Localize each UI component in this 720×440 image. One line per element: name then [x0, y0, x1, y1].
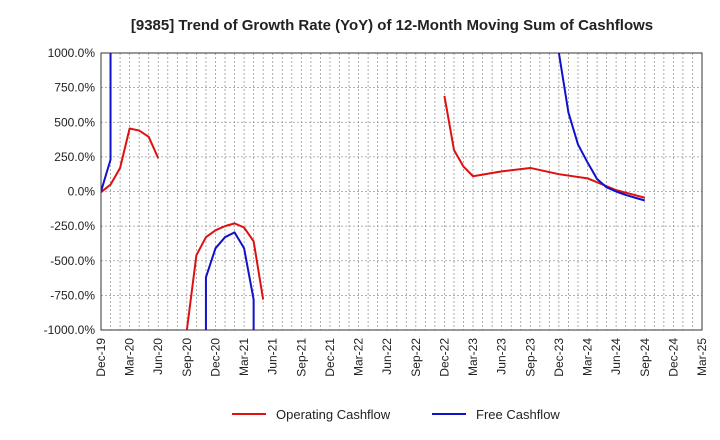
x-tick-label: Mar-20: [123, 338, 137, 376]
legend-item-free-cashflow-label: Free Cashflow: [476, 407, 560, 422]
x-tick-label: Sep-21: [294, 338, 308, 377]
operating-cashflow-line-segment-3: [443, 95, 646, 199]
x-tick-label: Jun-20: [151, 338, 165, 375]
operating-cashflow-line-segment-1: [101, 127, 160, 193]
x-tick-label: Sep-22: [409, 338, 423, 377]
x-tick-label: Dec-23: [552, 338, 566, 377]
x-tick-label: Jun-24: [609, 338, 623, 375]
y-tick-label: -750.0%: [50, 288, 95, 302]
x-tick-label: Sep-23: [523, 338, 537, 377]
legend: Operating Cashflow Free Cashflow: [232, 407, 560, 422]
grid-lines: [101, 53, 702, 330]
free-cashflow-line-segment-3: [557, 53, 646, 202]
legend-item-operating-cashflow-label: Operating Cashflow: [276, 407, 391, 422]
x-tick-label: Jun-23: [495, 338, 509, 375]
y-tick-label: 1000.0%: [48, 46, 96, 60]
x-tick-label: Sep-20: [180, 338, 194, 377]
series-lines: [101, 53, 646, 330]
x-tick-label: Dec-20: [208, 338, 222, 377]
x-tick-label: Mar-22: [352, 338, 366, 376]
x-tick-label: Dec-24: [666, 338, 680, 377]
x-tick-label: Mar-24: [581, 338, 595, 376]
x-tick-label: Mar-23: [466, 338, 480, 376]
y-axis-tick-labels: 1000.0% 750.0% 500.0% 250.0% 0.0% -250.0% -500…: [44, 46, 96, 337]
x-tick-label: Sep-24: [638, 338, 652, 377]
x-tick-label: Dec-19: [94, 338, 108, 377]
y-tick-label: 0.0%: [68, 185, 96, 199]
operating-cashflow-line-segment-2: [185, 222, 265, 330]
x-tick-label: Mar-25: [695, 338, 709, 376]
free-cashflow-line-segment-2: [204, 231, 255, 330]
y-tick-label: -1000.0%: [44, 323, 96, 337]
chart-title: [9385] Trend of Growth Rate (YoY) of 12-…: [131, 17, 653, 34]
x-tick-label: Jun-21: [266, 338, 280, 375]
x-tick-label: Dec-22: [437, 338, 451, 377]
x-tick-label: Mar-21: [237, 338, 251, 376]
x-tick-label: Dec-21: [323, 338, 337, 377]
free-cashflow-line-segment-1: [101, 53, 112, 192]
y-tick-label: 750.0%: [54, 81, 95, 95]
y-tick-label: -250.0%: [50, 219, 95, 233]
y-tick-label: 250.0%: [54, 150, 95, 164]
y-tick-label: -500.0%: [50, 254, 95, 268]
x-axis-tick-labels: Dec-19 Mar-20 Jun-20 Sep-20 Dec-20 Mar-21 Jun-…: [94, 338, 709, 377]
x-tick-label: Jun-22: [380, 338, 394, 375]
y-tick-label: 500.0%: [54, 115, 95, 129]
